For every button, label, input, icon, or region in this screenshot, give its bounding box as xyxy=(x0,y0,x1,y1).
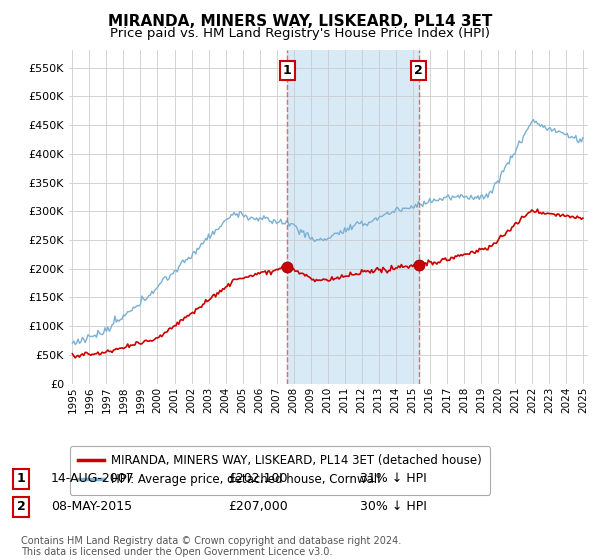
Text: 1: 1 xyxy=(283,64,292,77)
Legend: MIRANDA, MINERS WAY, LISKEARD, PL14 3ET (detached house), HPI: Average price, de: MIRANDA, MINERS WAY, LISKEARD, PL14 3ET … xyxy=(70,446,490,494)
Text: 1: 1 xyxy=(17,472,25,486)
Text: 30% ↓ HPI: 30% ↓ HPI xyxy=(360,500,427,514)
Text: 14-AUG-2007: 14-AUG-2007 xyxy=(51,472,135,486)
Text: Contains HM Land Registry data © Crown copyright and database right 2024.
This d: Contains HM Land Registry data © Crown c… xyxy=(21,535,401,557)
Text: 2: 2 xyxy=(17,500,25,514)
Text: 2: 2 xyxy=(415,64,423,77)
Bar xyxy=(287,50,419,384)
Text: 08-MAY-2015: 08-MAY-2015 xyxy=(51,500,132,514)
Text: Price paid vs. HM Land Registry's House Price Index (HPI): Price paid vs. HM Land Registry's House … xyxy=(110,27,490,40)
Text: £202,100: £202,100 xyxy=(228,472,287,486)
Text: MIRANDA, MINERS WAY, LISKEARD, PL14 3ET: MIRANDA, MINERS WAY, LISKEARD, PL14 3ET xyxy=(108,14,492,29)
Text: 31% ↓ HPI: 31% ↓ HPI xyxy=(360,472,427,486)
Text: £207,000: £207,000 xyxy=(228,500,288,514)
